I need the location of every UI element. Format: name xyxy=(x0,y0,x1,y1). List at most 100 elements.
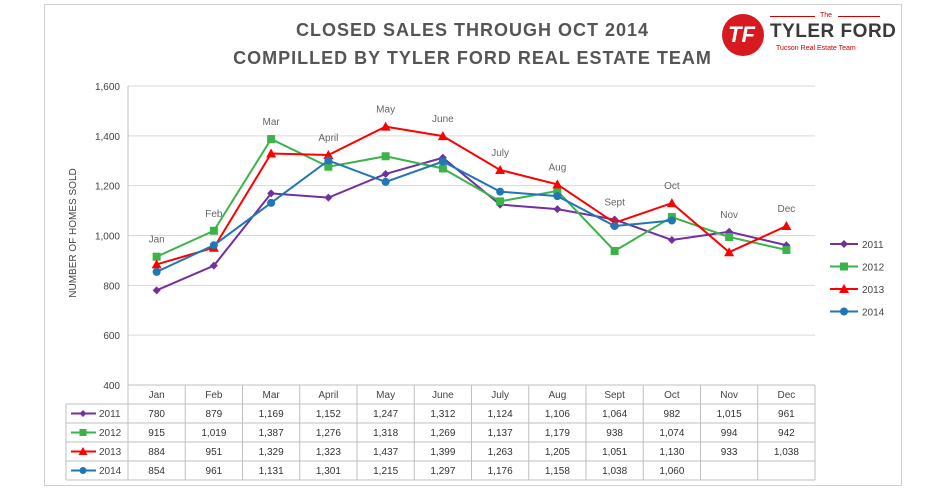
series-2014 xyxy=(152,156,676,276)
table-cell: 1,130 xyxy=(659,447,684,458)
table-cell: 1,019 xyxy=(201,428,226,439)
table-cell: 1,215 xyxy=(373,466,398,477)
table-cell: 1,106 xyxy=(545,409,570,420)
series-2013 xyxy=(151,121,792,269)
table-cell: 933 xyxy=(721,447,738,458)
data-point xyxy=(553,186,562,195)
table-cell: 1,137 xyxy=(488,428,513,439)
series-line xyxy=(156,125,787,266)
series-line xyxy=(156,159,672,273)
data-point xyxy=(267,189,276,198)
table-cell: 1,131 xyxy=(259,466,284,477)
table-cell: 1,276 xyxy=(316,428,341,439)
data-point xyxy=(782,245,791,254)
data-point xyxy=(79,410,87,417)
table-cell: 1,318 xyxy=(373,428,398,439)
brand-logo: TF The TYLER FORD Tucson Real Estate Tea… xyxy=(720,12,896,60)
data-point xyxy=(840,240,848,248)
legend-label: 2014 xyxy=(862,308,885,319)
table-cell: 961 xyxy=(206,466,223,477)
table-series-name: 2011 xyxy=(99,409,121,420)
table-cell: 1,312 xyxy=(430,409,455,420)
table-cell: 961 xyxy=(778,409,795,420)
point-annotation: Mar xyxy=(263,117,281,128)
logo-rule-right xyxy=(838,16,880,17)
table-cell: 1,437 xyxy=(373,447,398,458)
table-cell: 951 xyxy=(206,447,223,458)
data-point xyxy=(725,232,734,241)
table-cell: 1,269 xyxy=(430,428,455,439)
data-point xyxy=(79,429,87,436)
category-label: Feb xyxy=(205,390,223,401)
data-point xyxy=(496,197,505,206)
table-cell: 1,387 xyxy=(259,428,284,439)
logo-the: The xyxy=(820,12,833,19)
data-point xyxy=(267,198,276,207)
point-annotation: Oct xyxy=(664,181,680,192)
point-annotation: April xyxy=(318,133,338,144)
table-cell: 942 xyxy=(778,428,795,439)
point-annotation: Sept xyxy=(604,198,625,209)
data-point xyxy=(496,187,505,196)
point-annotation: Jan xyxy=(149,235,165,246)
y-tick-label: 400 xyxy=(103,381,120,392)
data-point xyxy=(267,135,276,144)
data-point xyxy=(553,205,562,214)
table-series-name: 2014 xyxy=(99,466,122,477)
table-cell: 1,064 xyxy=(602,409,627,420)
data-point xyxy=(781,221,792,231)
logo-brand: TYLER FORD xyxy=(770,21,897,42)
data-point xyxy=(152,252,161,261)
category-label: April xyxy=(318,390,338,401)
category-label: June xyxy=(432,390,454,401)
y-tick-label: 1,600 xyxy=(95,82,120,93)
point-annotation: Feb xyxy=(205,209,223,220)
table-cell: 1,247 xyxy=(373,409,398,420)
table-cell: 884 xyxy=(148,447,165,458)
data-point xyxy=(381,177,390,186)
category-label: Aug xyxy=(548,390,566,401)
table-cell: 1,205 xyxy=(545,447,570,458)
table-cell: 1,176 xyxy=(488,466,513,477)
legend: 2011 2012 2013 2014 xyxy=(830,240,885,319)
category-label: Nov xyxy=(720,390,738,401)
series-2012 xyxy=(152,135,791,261)
data-point xyxy=(495,164,506,174)
table-legend-key: 2014 xyxy=(71,466,122,477)
data-point xyxy=(324,162,333,171)
data-point xyxy=(553,192,562,201)
table-cell: 1,297 xyxy=(430,466,455,477)
y-axis-label: NUMBER OF HOMES SOLD xyxy=(68,168,79,297)
series-line xyxy=(156,156,787,292)
table-cell: 982 xyxy=(664,409,681,420)
table-cell: 938 xyxy=(606,428,623,439)
data-point xyxy=(323,150,334,160)
point-annotation: June xyxy=(432,114,454,125)
data-point xyxy=(438,157,447,166)
legend-label: 2012 xyxy=(862,263,885,274)
table-cell: 1,038 xyxy=(774,447,799,458)
y-tick-label: 1,200 xyxy=(95,182,120,193)
table-cell: 1,158 xyxy=(545,466,570,477)
data-point xyxy=(724,247,735,257)
category-labels: Jan Feb Mar April May June July Aug Sept Oct Nov De… xyxy=(149,390,796,401)
category-label: Mar xyxy=(263,390,281,401)
data-point xyxy=(552,179,563,189)
table-cell: 1,051 xyxy=(602,447,627,458)
table-legend-key: 2013 xyxy=(71,447,122,458)
data-point xyxy=(381,169,390,178)
category-label: Jan xyxy=(149,390,165,401)
series-2011 xyxy=(152,153,791,295)
legend-label: 2013 xyxy=(862,285,885,296)
category-label: Dec xyxy=(777,390,795,401)
data-point xyxy=(610,246,619,255)
table-cell: 879 xyxy=(206,409,223,420)
category-label: May xyxy=(376,390,395,401)
data-point xyxy=(667,216,676,225)
table-cell: 1,399 xyxy=(430,447,455,458)
point-annotation: Dec xyxy=(777,204,795,215)
y-tick-label: 1,400 xyxy=(95,132,120,143)
logo-rule-left xyxy=(770,16,815,17)
data-point xyxy=(152,286,161,295)
data-point xyxy=(79,467,87,474)
